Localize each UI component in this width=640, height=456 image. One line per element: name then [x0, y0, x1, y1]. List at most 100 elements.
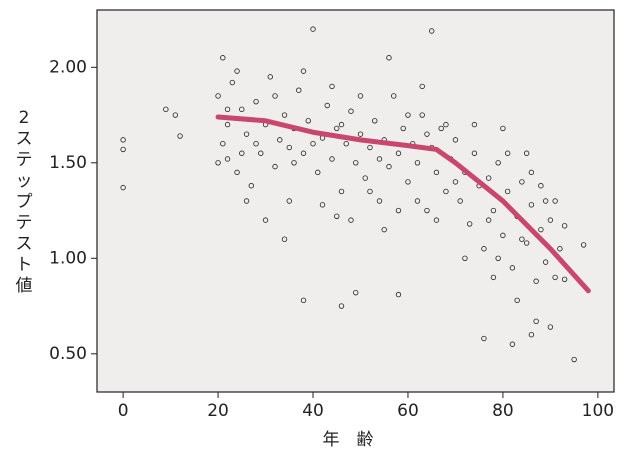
point: [234, 68, 240, 74]
point: [424, 207, 430, 214]
point: [471, 150, 478, 156]
x-tick-label: 40: [302, 401, 324, 421]
y-tick-label: 2.00: [49, 57, 87, 77]
point: [215, 160, 221, 166]
point: [291, 160, 297, 166]
point: [481, 335, 487, 342]
point: [334, 125, 340, 132]
point: [519, 236, 525, 242]
point: [514, 297, 520, 304]
y-tick-label: 0.50: [49, 344, 87, 364]
point: [224, 106, 231, 113]
point: [286, 198, 292, 204]
point: [523, 240, 530, 246]
point: [391, 93, 397, 99]
point: [452, 137, 459, 143]
point: [243, 131, 250, 137]
point: [300, 297, 307, 304]
point: [353, 289, 359, 296]
point: [504, 188, 511, 195]
point: [215, 93, 221, 99]
point: [557, 246, 563, 252]
x-axis-label: 年 齢: [323, 430, 374, 450]
y-axis-label: 2 ステップテスト値: [16, 108, 33, 296]
point: [462, 255, 468, 261]
point: [528, 169, 535, 176]
y-tick-label: 1.50: [49, 153, 87, 173]
point: [120, 137, 126, 143]
point: [224, 121, 231, 128]
y-axis-label-text: 2 ステップテスト値: [16, 108, 33, 296]
point: [376, 156, 383, 162]
point: [471, 121, 478, 128]
point: [262, 217, 269, 223]
point: [324, 102, 330, 109]
point: [353, 160, 359, 166]
point: [405, 112, 411, 118]
point: [481, 246, 487, 252]
point: [500, 232, 506, 239]
point: [485, 175, 492, 181]
point: [229, 79, 236, 86]
point: [490, 207, 497, 214]
point: [400, 125, 406, 132]
point: [319, 202, 326, 208]
point: [281, 236, 288, 242]
point: [243, 198, 250, 204]
point: [310, 26, 316, 32]
point: [443, 188, 449, 195]
point: [443, 121, 449, 128]
point: [376, 198, 383, 204]
point: [272, 93, 278, 99]
point: [433, 217, 440, 223]
point: [272, 163, 278, 170]
y-tick-label: 1.00: [49, 248, 87, 268]
point: [528, 332, 535, 338]
point: [338, 121, 345, 128]
point: [561, 276, 568, 283]
point: [120, 184, 126, 191]
point: [552, 198, 558, 204]
point: [334, 213, 340, 219]
point: [367, 144, 373, 151]
point: [305, 118, 311, 124]
point: [542, 198, 549, 204]
point: [490, 274, 497, 281]
point: [405, 179, 411, 185]
point: [538, 183, 544, 189]
point: [485, 217, 492, 223]
point: [519, 179, 525, 185]
point: [547, 324, 554, 330]
point: [395, 207, 402, 214]
point: [348, 108, 354, 114]
point: [300, 150, 307, 156]
point: [220, 55, 226, 61]
point: [248, 183, 254, 189]
point: [561, 223, 568, 229]
point: [343, 140, 349, 147]
point: [357, 93, 364, 99]
point: [571, 356, 577, 363]
point: [338, 188, 345, 195]
point: [296, 87, 302, 93]
point: [220, 140, 226, 147]
point: [495, 160, 501, 166]
point: [253, 98, 259, 105]
point: [381, 226, 387, 233]
point: [277, 137, 283, 143]
point: [172, 112, 179, 118]
point: [542, 259, 549, 265]
trend-line: [215, 114, 591, 294]
point: [372, 118, 378, 124]
point: [509, 265, 516, 271]
point: [466, 221, 473, 227]
point: [267, 74, 273, 80]
x-tick-label: 60: [397, 401, 419, 421]
point: [533, 318, 539, 325]
point: [414, 198, 421, 204]
point: [580, 242, 587, 248]
point: [120, 146, 126, 153]
x-tick-label: 20: [207, 401, 229, 421]
point: [433, 169, 440, 176]
